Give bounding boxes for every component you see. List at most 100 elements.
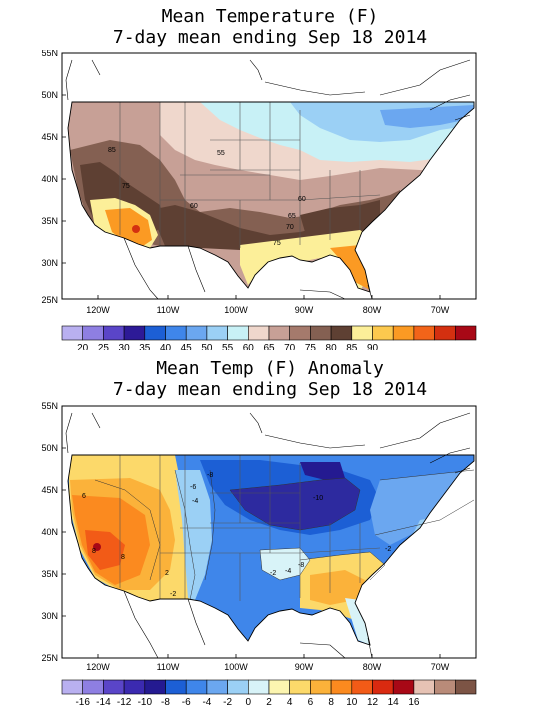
panel2-colorbar-label: 14 [388, 697, 400, 708]
panel1-temperature-map: 85 55 75 60 60 65 70 75 55N 50N 45N 40N … [41, 50, 477, 350]
panel2-colorbar-swatch [123, 679, 146, 695]
panel2-colorbar-swatch [413, 679, 435, 695]
panel2-contour-label: -4 [192, 498, 198, 505]
panel2-title-line1: Mean Temp (F) Anomaly [156, 358, 384, 379]
panel1-colorbar-label: 30 [119, 343, 131, 350]
panel1-lat-label: 25N [41, 295, 58, 305]
panel1-colorbar-swatch [454, 325, 477, 341]
panel2-colorbar-label: 6 [308, 697, 314, 708]
panel1-colorbar-label: 50 [201, 343, 213, 350]
panel1-colorbar-swatch [330, 325, 353, 341]
panel1-colorbar-swatch [372, 325, 394, 341]
panel1-colorbar-label: 85 [346, 343, 358, 350]
panel2-lon-label: 100W [224, 662, 248, 672]
panel2-colorbar-label: -2 [223, 697, 232, 708]
panel1-contour-label: 85 [108, 147, 116, 154]
panel1-colorbar-swatch [268, 325, 291, 341]
panel1-contour-label: 75 [122, 183, 130, 190]
panel1-lat-label: 30N [41, 258, 58, 268]
panel1-lon-label: 100W [224, 305, 248, 315]
panel2-colorbar-swatch [289, 679, 311, 695]
panel2-lat-label: 45N [41, 485, 58, 495]
panel2-colorbar-swatch [248, 679, 270, 695]
panel2-colorbar-label: 8 [328, 697, 334, 708]
panel1-colorbar-swatch [123, 325, 146, 341]
panel2-colorbar-label: -12 [117, 697, 132, 708]
panel2-lon-label: 90W [295, 662, 314, 672]
panel1-colorbar-swatch [413, 325, 435, 341]
panel2-colorbar-label: 12 [367, 697, 379, 708]
panel1-colorbar-label: 55 [222, 343, 234, 350]
panel2-lon-axis: 120W 110W 100W 90W 80W 70W [86, 662, 450, 672]
panel2-colorbar-swatch [392, 679, 415, 695]
panel1-lon-label: 90W [295, 305, 314, 315]
panel1-lat-axis: 55N 50N 45N 40N 35N 30N 25N [41, 50, 58, 305]
panel1-contour-label: 75 [273, 240, 281, 247]
panel1-lat-label: 45N [41, 132, 58, 142]
panel2-contour-label: -6 [190, 484, 196, 491]
panel2-colorbar-label: -10 [138, 697, 153, 708]
panel2-coastlines [65, 412, 471, 659]
panel1-contour-labels: 85 55 75 60 60 65 70 75 [108, 147, 306, 247]
panel1-colorbar-label: 75 [305, 343, 317, 350]
panel2-lat-label: 50N [41, 443, 58, 453]
panel2-colorbar-swatch [61, 679, 84, 695]
panel2-lon-label: 120W [86, 662, 110, 672]
panel1-colorbar-swatch [248, 325, 270, 341]
panel2-lon-label: 80W [363, 662, 382, 672]
panel2-lon-label: 70W [431, 662, 450, 672]
panel2-colorbar-label: 10 [346, 697, 358, 708]
panel2-contour-label: -10 [313, 495, 323, 502]
panel2-colorbar-swatch [434, 679, 456, 695]
panel2-colorbar-swatch [330, 679, 353, 695]
panel2-colorbar-swatch [351, 679, 373, 695]
panel1-colorbar-swatch [206, 325, 228, 341]
panel1-colorbar-swatch [310, 325, 332, 341]
panel2-contour-label: 6 [82, 493, 86, 500]
panel1-contour-label: 60 [190, 203, 198, 210]
panel2-us-outline [67, 454, 475, 646]
panel2-colorbar-swatch [268, 679, 291, 695]
panel2-title: Mean Temp (F) Anomaly 7-day mean ending … [0, 358, 540, 400]
panel2-lat-label: 35N [41, 569, 58, 579]
panel1-colorbar-swatch [165, 325, 187, 341]
panel1-colorbar-swatch [289, 325, 311, 341]
panel2-contour-label: 8 [92, 548, 96, 555]
panel1-colorbar-swatch [61, 325, 84, 341]
panel2-contour-label: -4 [285, 568, 291, 575]
panel1-colorbar: 20 25 30 35 40 45 50 55 60 65 70 75 80 85 90 [61, 325, 477, 350]
panel1-lon-label: 110W [157, 305, 180, 315]
panel1-lon-label: 70W [431, 305, 450, 315]
panel1-tick-marks [62, 94, 441, 299]
panel1-coastlines [65, 59, 471, 300]
panel1-colorbar-label: 40 [160, 343, 172, 350]
panel1-colorbar-swatch [351, 325, 373, 341]
panel1-lat-label: 55N [41, 50, 58, 58]
panel2-colorbar-label: -14 [96, 697, 111, 708]
panel2-contour-label: -2 [385, 546, 391, 553]
panel1-contour-label: 60 [298, 196, 306, 203]
panel2-colorbar-label: 16 [408, 697, 420, 708]
panel1-colorbar-swatch [392, 325, 415, 341]
panel1-colorbar-label: 20 [77, 343, 89, 350]
panel1-title: Mean Temperature (F) 7-day mean ending S… [0, 6, 540, 48]
panel2-colorbar-swatch [310, 679, 332, 695]
panel2-state-borders [119, 455, 381, 601]
panel2-colorbar-swatch [144, 679, 166, 695]
panel1-colorbar-label: 45 [181, 343, 193, 350]
panel2-colorbar-swatch [165, 679, 187, 695]
panel2-colorbar-label: -6 [182, 697, 191, 708]
panel2-contour-label: -2 [170, 591, 176, 598]
panel1-lat-label: 50N [41, 90, 58, 100]
panel2-colorbar-label: 4 [287, 697, 293, 708]
panel1-lon-label: 120W [86, 305, 110, 315]
panel1-colorbar-label: 80 [326, 343, 338, 350]
panel1-lon-label: 80W [363, 305, 382, 315]
panel1-colorbar-swatch [227, 325, 249, 341]
panel2-lat-label: 30N [41, 611, 58, 621]
panel1-colorbar-swatch [82, 325, 104, 341]
panel1-colorbar-label: 35 [139, 343, 151, 350]
panel1-colorbar-swatch [144, 325, 166, 341]
panel1-contour-label: 55 [217, 150, 225, 157]
panel1-title-line1: Mean Temperature (F) [161, 6, 379, 27]
